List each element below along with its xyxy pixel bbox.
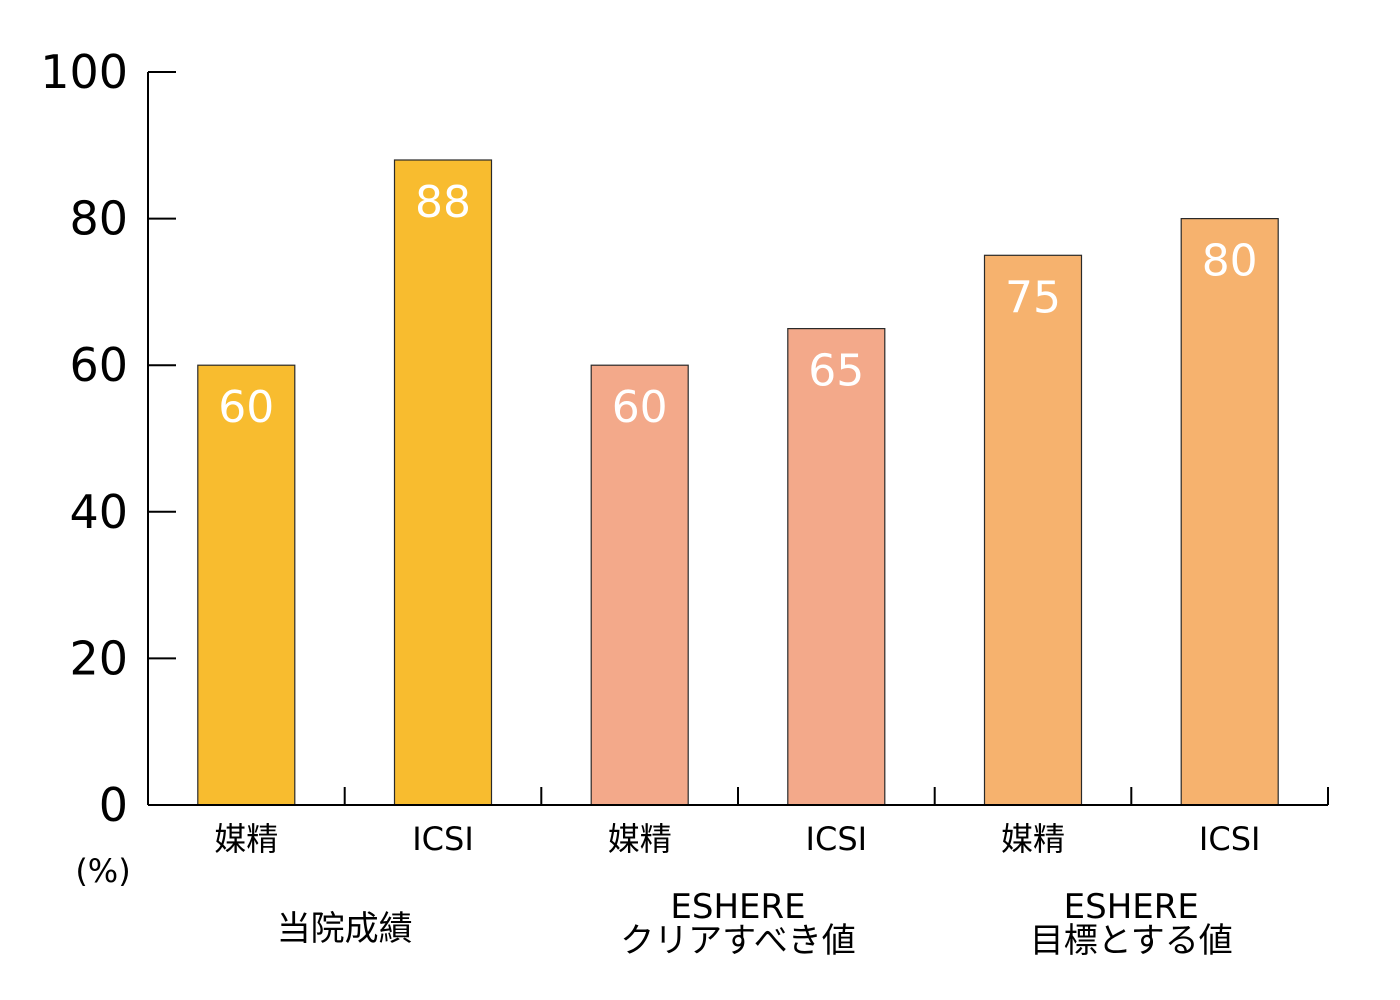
y-tick-label-0: 0 [99, 778, 128, 832]
bar-0 [197, 364, 296, 806]
category-label-1: ICSI [412, 820, 474, 858]
bar-3 [787, 328, 886, 806]
group-label-1-line-0: ESHERE [670, 887, 805, 927]
y-tick-label-4: 80 [69, 192, 128, 246]
y-tick-label-5: 100 [40, 45, 128, 99]
bar-value-label-1: 88 [415, 177, 471, 228]
bar-value-label-5: 80 [1202, 236, 1258, 287]
group-label-0-line-0: 当院成績 [277, 909, 413, 949]
bar-2 [590, 364, 689, 806]
category-label-3: ICSI [806, 820, 868, 858]
labels-layer: 60 媒精 88 ICSI 60 媒精 65 ICSI 75 媒精 80 ICSI 0 20 40 60 80 1… [40, 45, 1260, 961]
category-label-4: 媒精 [1001, 820, 1065, 858]
y-tick-label-2: 40 [69, 485, 128, 539]
category-label-2: 媒精 [608, 820, 672, 858]
bar-value-label-2: 60 [612, 382, 668, 433]
group-label-1-line-1: クリアすべき値 [620, 921, 856, 961]
group-label-2-line-1: 目標とする値 [1030, 921, 1233, 961]
bars-layer [197, 159, 1279, 806]
bar-value-label-0: 60 [218, 382, 274, 433]
category-label-5: ICSI [1199, 820, 1261, 858]
bar-4 [983, 254, 1083, 806]
group-label-2-line-0: ESHERE [1064, 887, 1199, 927]
y-tick-label-1: 20 [69, 631, 128, 685]
category-label-0: 媒精 [214, 820, 278, 858]
bar-1 [393, 159, 493, 806]
y-tick-label-3: 60 [69, 338, 128, 392]
y-unit-label: (%) [75, 852, 130, 890]
bar-value-label-3: 65 [808, 346, 864, 397]
bar-value-label-4: 75 [1005, 272, 1061, 323]
bar-5 [1180, 218, 1279, 806]
axis-layer [147, 71, 1329, 806]
